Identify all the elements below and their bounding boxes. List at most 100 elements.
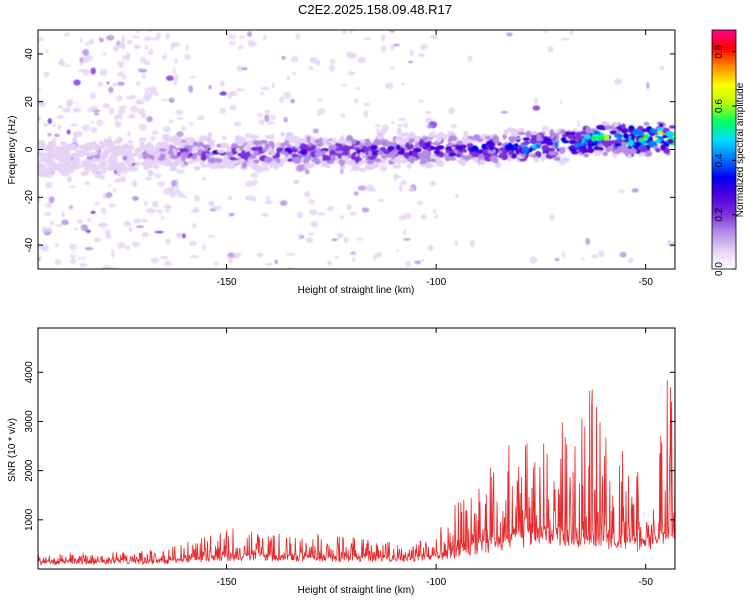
ridge-speckle xyxy=(180,164,187,168)
ridge-speckle xyxy=(45,144,52,152)
spectral-speckle xyxy=(129,94,137,99)
ridge-speckle xyxy=(337,153,342,159)
spectral-speckle xyxy=(331,238,338,242)
spectral-speckle xyxy=(70,258,77,265)
x-tick-label: -100 xyxy=(426,577,446,588)
spectral-speckle xyxy=(145,89,149,96)
spectral-speckle xyxy=(58,215,63,222)
ridge-speckle xyxy=(181,151,189,159)
spectral-speckle xyxy=(551,92,556,96)
spectral-speckle xyxy=(57,229,61,235)
ridge-speckle xyxy=(38,140,46,144)
spectral-speckle xyxy=(270,114,277,120)
spectral-speckle xyxy=(48,196,55,204)
ridge-speckle xyxy=(285,131,294,138)
spectral-speckle xyxy=(70,180,77,184)
ridge-speckle xyxy=(616,145,626,153)
ridge-speckle xyxy=(534,151,542,159)
ridge-speckle xyxy=(69,153,78,157)
ridge-speckle xyxy=(535,143,541,149)
spectral-speckle xyxy=(117,242,126,249)
spectral-speckle xyxy=(266,121,275,125)
ridge-speckle xyxy=(197,148,203,155)
ridge-speckle xyxy=(366,159,375,165)
ridge-speckle xyxy=(593,146,599,151)
ridge-speckle xyxy=(275,152,281,159)
ridge-speckle xyxy=(207,139,216,145)
spectral-speckle xyxy=(146,207,156,214)
ridge-speckle xyxy=(463,130,469,137)
ridge-speckle xyxy=(158,148,167,152)
ridge-speckle xyxy=(419,154,428,160)
spectral-speckle xyxy=(131,241,140,248)
ridge-speckle xyxy=(138,137,147,142)
spectral-speckle xyxy=(55,243,59,248)
ridge-speckle xyxy=(438,132,444,136)
snr-background xyxy=(38,328,675,569)
spectral-speckle xyxy=(363,102,371,107)
spectral-speckle xyxy=(164,209,171,212)
ridge-speckle xyxy=(445,149,450,154)
ridge-speckle xyxy=(471,151,480,158)
ridge-speckle xyxy=(490,141,495,146)
spectral-speckle xyxy=(96,119,104,127)
spectral-speckle xyxy=(45,49,49,53)
ridge-speckle xyxy=(62,166,70,173)
ridge-speckle xyxy=(553,156,561,161)
spectral-speckle xyxy=(380,34,386,42)
ridge-speckle xyxy=(210,166,217,170)
spectral-speckle xyxy=(260,86,270,91)
ridge-speckle xyxy=(122,154,128,161)
spectral-speckle xyxy=(41,58,49,65)
spectral-speckle xyxy=(124,107,128,114)
ridge-speckle xyxy=(398,141,407,146)
spectral-speckle xyxy=(151,130,160,135)
ridge-speckle xyxy=(264,135,272,139)
spectral-speckle xyxy=(61,219,69,226)
spectral-speckle xyxy=(88,38,95,45)
spectral-speckle xyxy=(144,200,148,206)
spectral-speckle xyxy=(214,261,219,266)
spectral-speckle xyxy=(116,95,123,102)
spectral-speckle xyxy=(309,209,318,216)
ridge-speckle xyxy=(300,143,307,150)
ridge-speckle xyxy=(456,153,462,158)
ridge-speckle xyxy=(568,145,575,152)
ridge-speckle xyxy=(129,166,138,172)
spectral-speckle xyxy=(57,124,62,131)
spectral-speckle xyxy=(60,61,65,67)
spectral-speckle xyxy=(247,40,255,47)
spectral-speckle xyxy=(628,257,634,264)
ridge-speckle xyxy=(622,133,629,139)
spectral-speckle xyxy=(383,173,389,181)
ridge-speckle xyxy=(455,145,461,151)
ridge-speckle xyxy=(594,149,602,157)
y-tick-label: 1000 xyxy=(24,508,35,531)
spectral-speckle xyxy=(133,44,142,50)
ridge-speckle xyxy=(660,144,666,151)
ridge-speckle xyxy=(321,150,327,154)
ridge-speckle xyxy=(212,162,221,167)
spectral-speckle xyxy=(334,255,339,259)
snr-panel: -150 -100 -50 1000 2000 3000 4000 Height of st… xyxy=(7,327,676,596)
spectral-speckle xyxy=(70,185,76,189)
ridge-speckle xyxy=(234,134,242,143)
snr-frame xyxy=(37,327,676,570)
spectral-speckle xyxy=(549,213,555,221)
spectrogram-xlabel: Height of straight line (km) xyxy=(298,285,415,296)
snr-axes: -150 -100 -50 1000 2000 3000 4000 xyxy=(24,328,675,588)
spectral-speckle xyxy=(264,262,274,266)
ridge-speckle xyxy=(654,139,662,143)
spectral-speckle xyxy=(193,194,200,202)
spectral-speckle xyxy=(296,47,301,55)
spectral-speckle xyxy=(374,30,383,37)
spectral-speckle xyxy=(136,225,145,229)
ridge-speckle xyxy=(597,143,604,148)
spectral-speckle xyxy=(317,98,323,102)
spectral-speckle xyxy=(256,236,263,242)
spectral-speckle xyxy=(208,200,215,207)
ridge-speckle xyxy=(495,162,502,169)
ridge-speckle xyxy=(252,140,262,145)
y-tick-label: 20 xyxy=(24,96,35,108)
ridge-speckle xyxy=(110,141,116,147)
